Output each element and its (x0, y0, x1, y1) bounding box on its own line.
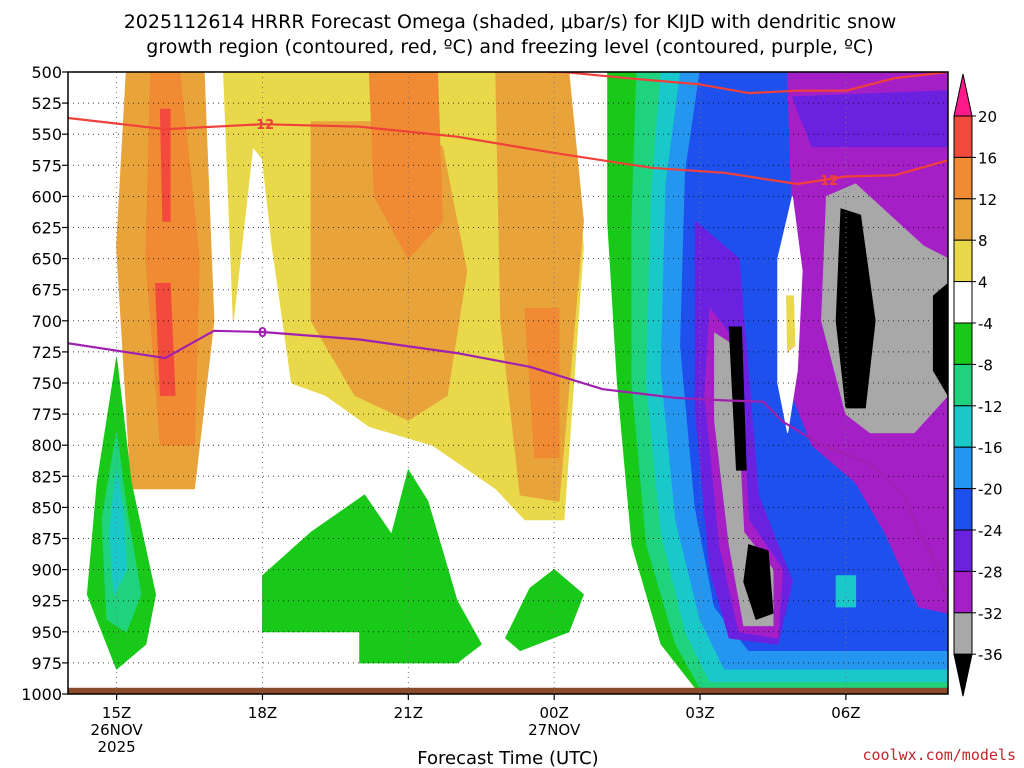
x-tick-label-15-2: 2025 (98, 738, 136, 756)
x-tick-label-30-0: 06Z (831, 704, 860, 722)
omega-region-moderate-ascent-mid-2 (495, 72, 584, 502)
omega-region-descent-indigo-right (791, 90, 948, 148)
omega-region-descent-low-3 (504, 568, 584, 652)
x-tick-label-15-0: 15Z (102, 704, 131, 722)
colorbar-label-4: 4 (978, 274, 988, 292)
colorbar-segment-4 (953, 239, 973, 283)
y-tick-label-600: 600 (31, 187, 62, 206)
omega-region-strong-ascent-low (524, 307, 560, 459)
colorbar-segment-8 (953, 405, 973, 448)
y-tick-label-550: 550 (31, 125, 62, 144)
temperature-contours: -12 -12 0 (68, 72, 948, 602)
colorbar-label-10: -24 (978, 522, 1003, 540)
colorbar-segment-12 (953, 570, 973, 614)
y-tick-label-875: 875 (31, 530, 62, 549)
y-tick-label-500: 500 (31, 63, 62, 82)
colorbar-label-0: 20 (978, 108, 997, 126)
contour-label-1: -12 (815, 174, 839, 189)
y-tick-label-950: 950 (31, 623, 62, 642)
colorbar: 20 16 12 8 4 -4 -8 -12 -16 -20 -24 -28 -32 -36 (953, 73, 1003, 697)
y-tick-label-850: 850 (31, 498, 62, 517)
colorbar-segment-3 (953, 198, 973, 241)
x-tick-label-24-1: 27NOV (528, 721, 581, 739)
colorbar-label-11: -28 (978, 563, 1003, 581)
x-tick-label-21-0: 21Z (394, 704, 423, 722)
y-tick-label-725: 725 (31, 343, 62, 362)
omega-region-descent-black-lower (743, 544, 774, 621)
contour-label-2: 0 (258, 326, 267, 341)
omega-shading (86, 72, 948, 689)
colorbar-label-7: -12 (978, 398, 1003, 416)
colorbar-segment-10 (953, 488, 973, 531)
y-tick-label-650: 650 (31, 250, 62, 269)
y-tick-label-750: 750 (31, 374, 62, 393)
y-tick-label-1000: 1000 (21, 685, 62, 704)
omega-region-strong-ascent-mid (368, 72, 443, 260)
x-tick-label-15-1: 26NOV (91, 721, 144, 739)
colorbar-bottom-triangle (953, 653, 973, 697)
terrain-band (68, 687, 948, 694)
credit-text[interactable]: coolwx.com/models (862, 746, 1016, 764)
plot-grid (68, 72, 948, 694)
colorbar-segment-9 (953, 446, 973, 490)
colorbar-segment-5 (953, 281, 973, 324)
y-tick-label-675: 675 (31, 281, 62, 300)
colorbar-top-triangle (953, 73, 973, 117)
y-tick-label-800: 800 (31, 436, 62, 455)
omega-region-descent-black-edge (932, 282, 948, 397)
contour-dendritic-growth-zone (68, 116, 948, 186)
colorbar-segment-2 (953, 156, 973, 200)
chart-title-line-1: 2025112614 HRRR Forecast Omega (shaded, … (124, 11, 897, 33)
contour-label-0: -12 (251, 118, 275, 133)
y-tick-label-975: 975 (31, 654, 62, 673)
omega-region-descent-low-2 (359, 468, 482, 664)
colorbar-label-3: 8 (978, 232, 988, 250)
colorbar-segment-7 (953, 363, 973, 407)
y-tick-label-525: 525 (31, 94, 62, 113)
y-axis: 500 525 550 575 600 625 650 675 700 725 750 775 800 8… (21, 63, 68, 704)
colorbar-segment-1 (953, 115, 973, 158)
y-tick-label-925: 925 (31, 592, 62, 611)
y-tick-label-775: 775 (31, 405, 62, 424)
chart-title-line-2: growth region (contoured, red, ºC) and f… (146, 36, 873, 58)
omega-region-descent-black-right (835, 208, 876, 409)
x-axis-label: Forecast Time (UTC) (417, 748, 598, 768)
colorbar-label-9: -20 (978, 481, 1003, 499)
x-tick-label-18-0: 18Z (248, 704, 277, 722)
colorbar-segment-13 (953, 612, 973, 655)
terrain-layer (68, 687, 948, 694)
colorbar-label-5: -4 (978, 315, 993, 333)
omega-region-very-strong-ascent-1 (159, 108, 171, 222)
x-tick-label-24-0: 00Z (540, 704, 569, 722)
y-tick-label-900: 900 (31, 561, 62, 580)
omega-region-weak-ascent-slot (786, 295, 796, 353)
x-tick-label-27-0: 03Z (685, 704, 714, 722)
omega-region-descent-west-core (108, 470, 127, 597)
colorbar-label-8: -16 (978, 439, 1003, 457)
colorbar-segment-11 (953, 529, 973, 572)
y-tick-label-825: 825 (31, 467, 62, 486)
omega-region-descent-black-left (728, 326, 747, 471)
colorbar-label-6: -8 (978, 356, 993, 374)
colorbar-label-2: 12 (978, 191, 997, 209)
y-tick-label-625: 625 (31, 219, 62, 238)
colorbar-segment-6 (953, 322, 973, 365)
contour-dendritic-growth-zone-upper (549, 72, 948, 95)
colorbar-label-12: -32 (978, 605, 1003, 623)
omega-region-descent-cyan-patch (835, 575, 857, 608)
colorbar-label-13: -36 (978, 646, 1003, 664)
y-tick-label-700: 700 (31, 312, 62, 331)
colorbar-label-1: 16 (978, 149, 997, 167)
contour-freezing-level (68, 329, 948, 602)
y-tick-label-575: 575 (31, 156, 62, 175)
